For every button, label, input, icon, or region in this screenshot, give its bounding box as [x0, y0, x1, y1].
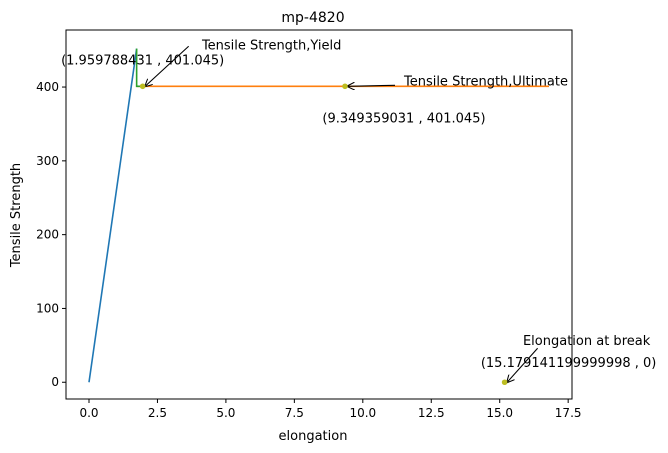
data-points — [139, 83, 508, 386]
annotation-label: Tensile Strength,Yield — [201, 38, 341, 53]
x-tick-label: 12.5 — [418, 406, 445, 420]
plot-frame — [65, 29, 573, 400]
annotation-coordinates: (9.349359031 , 401.045) — [322, 111, 485, 126]
y-axis-label: Tensile Strength — [9, 163, 24, 268]
annotation-label: Tensile Strength,Ultimate — [403, 74, 568, 89]
annotation-coordinates: (15.179141199999998 , 0) — [481, 356, 657, 371]
annotation-coordinates: (1.959788431 , 401.045) — [61, 53, 224, 68]
x-tick-label: 17.5 — [555, 406, 582, 420]
x-tick-label: 15.0 — [486, 406, 513, 420]
annotation-arrow — [145, 45, 190, 86]
data-lines — [88, 48, 549, 383]
x-tick-label: 5.0 — [216, 406, 235, 420]
x-tick-label: 7.5 — [285, 406, 304, 420]
x-axis-label: elongation — [279, 429, 348, 444]
x-tick-label: 0.0 — [79, 406, 98, 420]
data-point-1 — [139, 83, 146, 90]
annotation-arrow — [507, 347, 539, 382]
axis-ticks: 0.0 2.5 5.0 7.5 10.0 12.5 15.0 17.5 0 100 200 300 40… — [36, 80, 581, 420]
annotation-arrow — [347, 85, 396, 86]
y-tick-label: 100 — [36, 301, 59, 315]
series-line-1 — [88, 48, 138, 383]
annotation-label: Elongation at break — [523, 334, 651, 349]
y-tick-label: 200 — [36, 228, 59, 242]
chart-title: mp-4820 — [281, 10, 344, 26]
data-point-2 — [342, 83, 348, 90]
annotations: Tensile Strength,Yield(1.959788431 , 401… — [61, 38, 656, 382]
x-tick-label: 10.0 — [349, 406, 376, 420]
x-tick-label: 2.5 — [148, 406, 167, 420]
y-tick-label: 400 — [36, 80, 59, 94]
data-point-3 — [501, 379, 508, 386]
y-tick-label: 300 — [36, 154, 59, 168]
y-tick-label: 0 — [51, 375, 59, 389]
